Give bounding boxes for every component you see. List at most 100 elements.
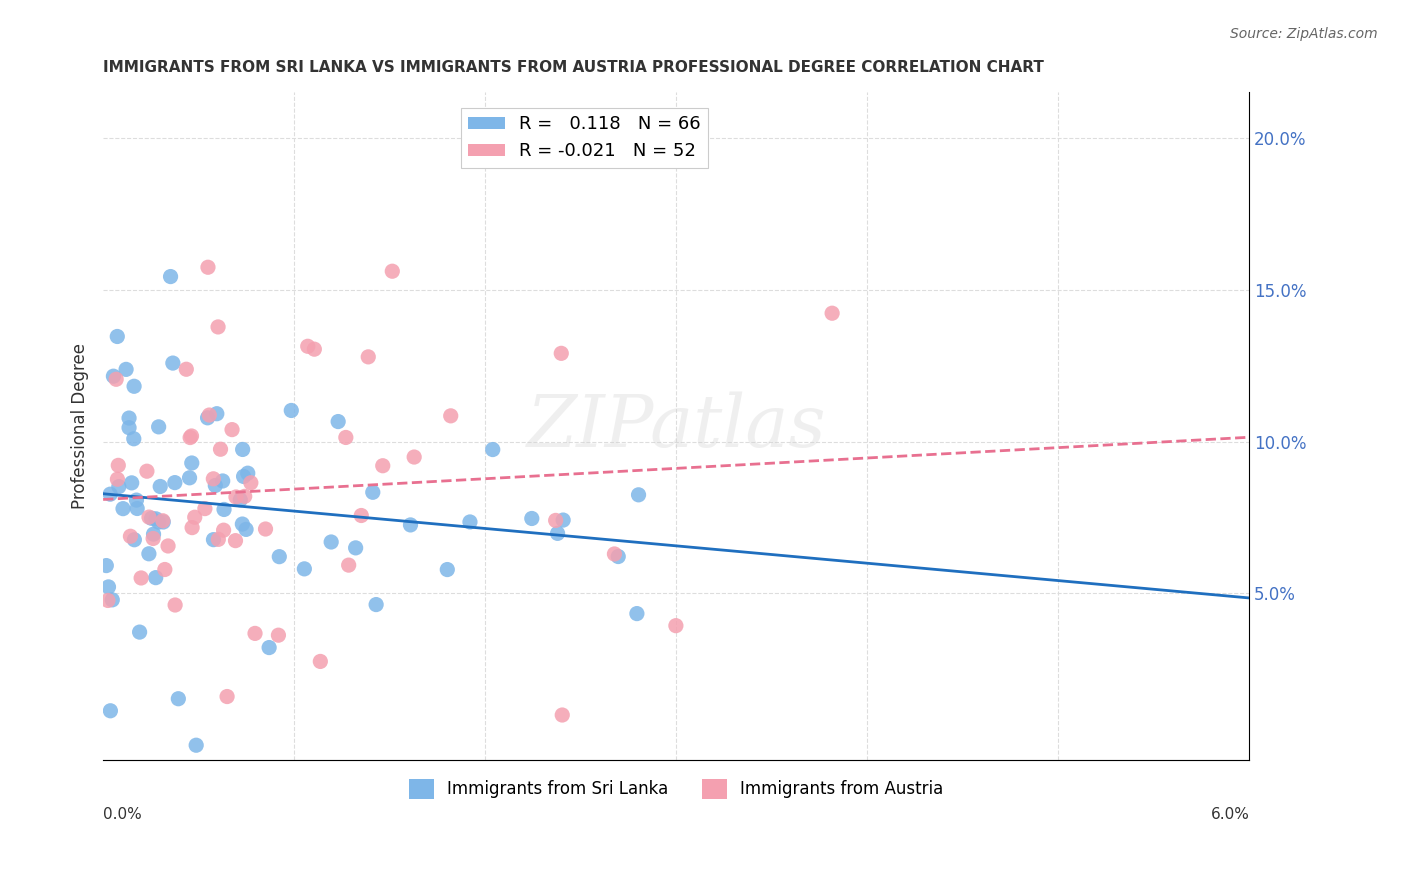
Point (152, 515, 174, 529)
Point (550, 346, 572, 360)
Point (603, 547, 626, 561)
Point (321, 535, 343, 549)
Point (627, 488, 650, 502)
Point (122, 432, 145, 446)
Point (141, 511, 163, 525)
Point (399, 517, 422, 532)
Point (179, 471, 201, 485)
Y-axis label: Professional Degree: Professional Degree (72, 343, 89, 509)
Point (292, 562, 315, 576)
Point (232, 442, 254, 457)
Point (309, 655, 332, 669)
Point (105, 329, 128, 343)
Point (162, 356, 184, 370)
Point (212, 523, 235, 537)
Point (108, 480, 131, 494)
Point (100, 704, 122, 718)
Point (107, 458, 129, 473)
Point (148, 420, 170, 434)
Point (142, 527, 165, 541)
Point (121, 475, 143, 490)
Text: 6.0%: 6.0% (1211, 807, 1250, 822)
Point (122, 379, 145, 393)
Point (165, 598, 187, 612)
Point (197, 410, 219, 425)
Point (235, 522, 257, 536)
Point (118, 411, 141, 425)
Point (129, 571, 152, 585)
Point (404, 450, 426, 464)
Point (280, 403, 302, 417)
Point (96, 558, 118, 573)
Point (159, 269, 181, 284)
Point (197, 260, 219, 275)
Point (118, 420, 141, 434)
Point (350, 508, 373, 523)
Point (186, 738, 208, 752)
Point (202, 472, 225, 486)
Point (229, 492, 252, 507)
Point (167, 691, 190, 706)
Text: 0.0%: 0.0% (103, 807, 142, 822)
Point (184, 510, 207, 524)
Text: Source: ZipAtlas.com: Source: ZipAtlas.com (1230, 27, 1378, 41)
Point (97, 593, 120, 607)
Point (304, 342, 326, 356)
Point (111, 501, 134, 516)
Point (233, 489, 256, 503)
Point (128, 625, 150, 640)
Point (153, 562, 176, 576)
Point (103, 369, 125, 384)
Text: ZIPatlas: ZIPatlas (526, 392, 825, 462)
Point (553, 513, 575, 527)
Point (138, 547, 160, 561)
Point (179, 431, 201, 445)
Point (125, 493, 148, 508)
Point (335, 430, 357, 444)
Point (209, 442, 232, 457)
Text: IMMIGRANTS FROM SRI LANKA VS IMMIGRANTS FROM AUSTRIA PROFESSIONAL DEGREE CORRELA: IMMIGRANTS FROM SRI LANKA VS IMMIGRANTS … (103, 60, 1045, 75)
Point (520, 511, 543, 525)
Point (551, 708, 574, 723)
Point (361, 485, 384, 500)
Point (357, 350, 380, 364)
Point (212, 502, 235, 516)
Point (344, 541, 367, 555)
Point (97, 580, 120, 594)
Point (138, 510, 160, 524)
Point (107, 472, 129, 486)
Point (207, 320, 229, 334)
Point (243, 626, 266, 640)
Point (371, 458, 394, 473)
Point (232, 469, 254, 483)
Point (481, 442, 503, 457)
Point (204, 478, 226, 492)
Point (224, 533, 246, 548)
Point (436, 563, 458, 577)
Point (665, 618, 688, 632)
Point (544, 513, 567, 527)
Point (148, 515, 170, 529)
Point (124, 533, 146, 547)
Point (458, 515, 481, 529)
Point (135, 464, 157, 478)
Point (626, 607, 648, 621)
Legend: Immigrants from Sri Lanka, Immigrants from Austria: Immigrants from Sri Lanka, Immigrants fr… (402, 772, 950, 805)
Point (180, 429, 202, 443)
Point (181, 521, 204, 535)
Point (127, 501, 149, 516)
Point (176, 362, 198, 376)
Point (149, 479, 172, 493)
Point (142, 532, 165, 546)
Point (297, 339, 319, 353)
Point (207, 533, 229, 547)
Point (98, 487, 121, 501)
Point (225, 490, 247, 504)
Point (607, 549, 630, 564)
Point (254, 522, 277, 536)
Point (157, 539, 180, 553)
Point (337, 558, 360, 573)
Point (194, 501, 217, 516)
Point (269, 549, 291, 564)
Point (101, 592, 124, 607)
